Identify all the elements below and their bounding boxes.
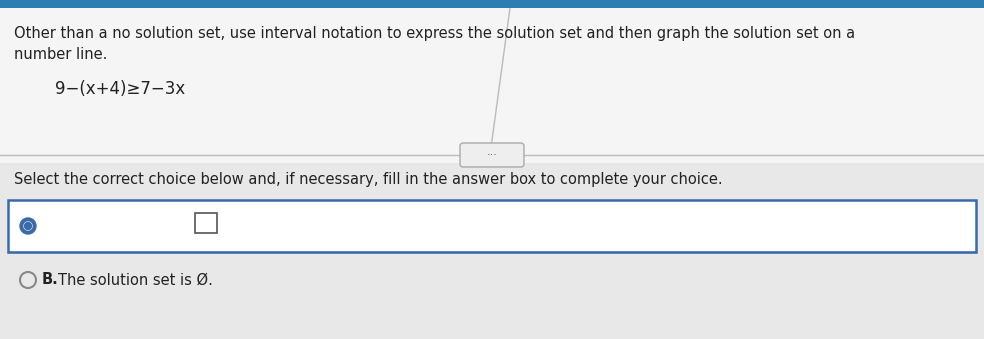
Text: ···: ··· bbox=[486, 150, 498, 160]
Circle shape bbox=[24, 222, 32, 230]
Bar bbox=[0, 0, 984, 8]
Text: 9−(x+4)≥7−3x: 9−(x+4)≥7−3x bbox=[55, 80, 185, 98]
Bar bbox=[195, 213, 217, 233]
Circle shape bbox=[25, 222, 31, 230]
Bar bbox=[0, 8, 984, 163]
Text: A.: A. bbox=[42, 219, 59, 234]
Bar bbox=[0, 163, 984, 339]
Circle shape bbox=[20, 218, 36, 234]
Text: The solution set is Ø.: The solution set is Ø. bbox=[58, 273, 213, 287]
Text: The solution set is: The solution set is bbox=[58, 219, 192, 234]
Text: (Type your answer using interval notation.): (Type your answer using interval notatio… bbox=[222, 219, 538, 234]
Text: B.: B. bbox=[42, 273, 59, 287]
Bar bbox=[8, 200, 976, 252]
FancyBboxPatch shape bbox=[460, 143, 524, 167]
Text: Select the correct choice below and, if necessary, fill in the answer box to com: Select the correct choice below and, if … bbox=[14, 172, 722, 187]
Text: Other than a no solution set, use interval notation to express the solution set : Other than a no solution set, use interv… bbox=[14, 26, 855, 62]
